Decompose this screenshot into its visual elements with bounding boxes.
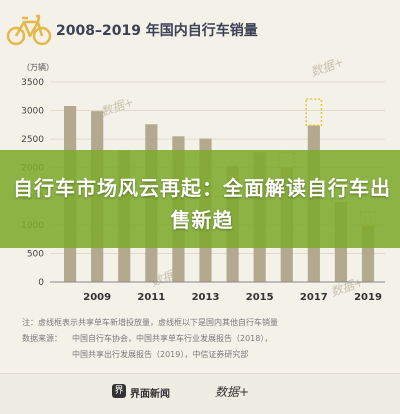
- y-tick-label: 3500: [21, 78, 44, 88]
- chart-title: 2008–2019 年国内自行车销量: [56, 23, 258, 39]
- headline-banner: [0, 150, 400, 248]
- x-tick-label: 2015: [246, 292, 274, 303]
- footnote: 注：虚线框表示共享单车新增投放量，虚线框以下是国内其他自行车销量: [22, 318, 278, 327]
- y-tick-label: 0: [38, 278, 44, 288]
- brand-name: 界面新闻: [130, 389, 170, 400]
- y-tick-label: 500: [27, 249, 44, 259]
- brand-bar: [0, 373, 400, 414]
- x-tick-label: 2017: [300, 292, 328, 303]
- partner-logo: 数据+: [215, 385, 250, 399]
- chart-footer: 注：虚线框表示共享单车新增投放量，虚线框以下是国内其他自行车销量 数据来源： 中…: [0, 315, 400, 375]
- y-tick-label: 2500: [21, 135, 44, 145]
- x-tick-label: 2011: [137, 292, 165, 303]
- x-tick-label: 2019: [354, 292, 382, 303]
- jiemian-logo-icon: 界: [112, 384, 126, 398]
- headline-text: 自行车市场风云再起：全面解读自行车出售新趋: [13, 176, 391, 232]
- source-line-1: 中国自行车协会，中国共享单车行业发展报告（2018），: [72, 334, 273, 343]
- bicycle-icon: [6, 14, 52, 46]
- x-tick-label: 2013: [192, 292, 220, 303]
- x-tick-label: 2009: [83, 292, 111, 303]
- chart-header: 2008–2019 年国内自行车销量: [0, 0, 400, 62]
- y-axis-unit-label: （万辆）: [22, 62, 54, 72]
- y-tick-label: 3000: [21, 107, 44, 117]
- shared-bike-box-2017: [305, 98, 323, 127]
- source-label: 数据来源：: [22, 334, 62, 343]
- source-line-2: 中国共享出行发展报告（2019），中信证券研究部: [72, 350, 249, 359]
